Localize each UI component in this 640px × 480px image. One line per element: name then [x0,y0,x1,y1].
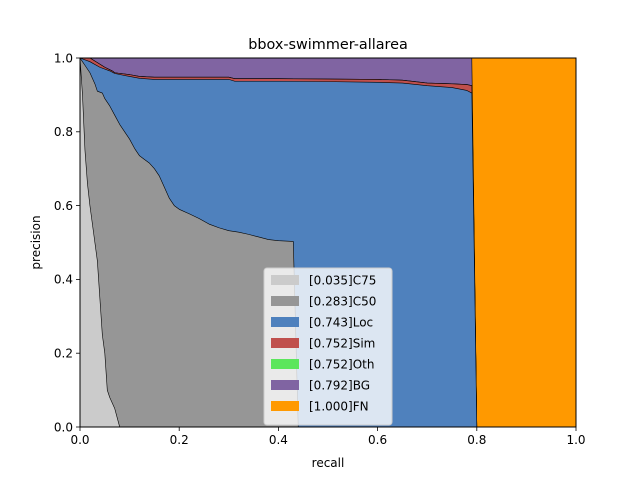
x-axis-label: recall [312,456,345,470]
legend-swatch [271,317,299,327]
plot-frame [79,57,577,428]
x-tick-label: 0.6 [368,433,387,447]
legend-swatch [271,380,299,390]
legend: [0.035]C75 [0.283]C50 [0.743]Loc [0.752]Sim… [263,267,393,426]
y-tick-label: 0.2 [54,347,73,361]
area-series-6 [79,57,120,428]
x-tick-label: 0.8 [467,433,486,447]
y-tick-label: 1.0 [54,51,73,65]
legend-swatch [271,296,299,306]
y-tick-label: 0.8 [54,125,73,139]
legend-label: [0.752]Sim [309,337,375,351]
x-axis-ticks: 0.0 0.2 0.4 0.6 0.8 1.0 [70,427,586,447]
legend-swatch [271,338,299,348]
legend-label: [0.743]Loc [309,316,373,330]
legend-label: [0.752]Oth [309,358,374,372]
x-tick-label: 0.0 [70,433,89,447]
y-axis-ticks: 0.0 0.2 0.4 0.6 0.8 1.0 [54,51,80,434]
chart-title: bbox-swimmer-allarea [248,37,408,53]
x-tick-label: 0.4 [269,433,288,447]
y-axis-label: precision [29,215,43,269]
y-tick-label: 0.4 [54,273,73,287]
legend-label: [1.000]FN [309,400,369,414]
x-tick-label: 0.2 [170,433,189,447]
y-tick-label: 0.0 [54,420,73,434]
x-tick-label: 1.0 [566,433,585,447]
legend-label: [0.035]C75 [309,274,376,288]
legend-swatch [271,401,299,411]
legend-label: [0.792]BG [309,379,370,393]
legend-label: [0.283]C50 [309,295,376,309]
y-tick-label: 0.6 [54,199,73,213]
area-series-5 [79,57,299,428]
legend-swatch [271,275,299,285]
legend-swatch [271,359,299,369]
